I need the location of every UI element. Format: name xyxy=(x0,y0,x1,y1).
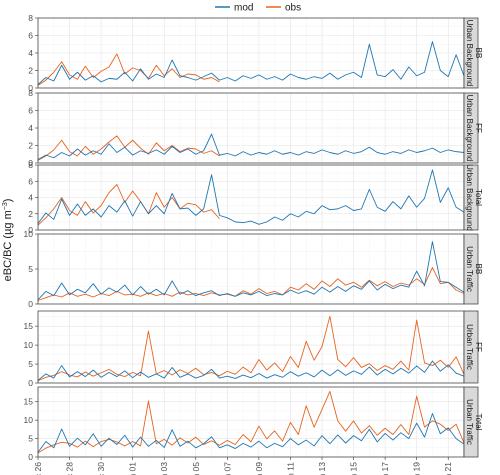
x-tick-label: Jan 21 xyxy=(443,462,453,475)
y-tick-label: 15 xyxy=(24,321,34,331)
series-line-mod xyxy=(37,413,465,453)
y-tick-label: 2 xyxy=(28,209,33,219)
y-tick-label: 0 xyxy=(28,452,33,462)
strip-label-station: Urban Traffic xyxy=(465,246,474,292)
x-tick-label: Jan 05 xyxy=(191,462,201,475)
x-tick-label: Jan 01 xyxy=(128,462,138,475)
y-tick-label: 8 xyxy=(28,13,33,23)
panel-strip xyxy=(463,17,479,89)
y-tick-label: 6 xyxy=(28,176,33,186)
x-tick-label: Jan 17 xyxy=(380,462,390,475)
series-line-obs xyxy=(37,135,220,161)
strip-label-component: Total xyxy=(474,189,483,206)
y-axis-label-superscript: −3 xyxy=(2,202,9,210)
panel-background xyxy=(38,387,464,457)
series-line-mod xyxy=(37,241,465,301)
panel: 0 5 10 15 Urban Traffic FF xyxy=(24,310,483,388)
strip-label-component: FF xyxy=(474,342,483,352)
panel: 0 5 10 Urban Traffic BB xyxy=(24,229,483,309)
strip-label-component: BB xyxy=(474,264,483,275)
y-tick-label: 5 xyxy=(28,434,33,444)
panel-background xyxy=(38,311,464,383)
series-line-obs xyxy=(37,184,220,226)
panel: 0 2 4 6 8 Urban Background Total xyxy=(28,160,483,235)
strip-label-station: Urban Background xyxy=(465,164,474,231)
x-tick-label: Dec 30 xyxy=(96,462,106,475)
strip-label-component: BB xyxy=(474,48,483,59)
y-tick-label: 0 xyxy=(28,83,33,93)
panel-strip xyxy=(463,233,479,305)
panel: 0 2 4 6 8 Urban Background BB xyxy=(28,13,483,93)
x-tick-label: Dec 28 xyxy=(65,462,75,475)
y-axis-label: eBC/BC (µg m−3) xyxy=(2,199,14,282)
legend-label-obs: obs xyxy=(285,3,301,14)
series-line-mod xyxy=(37,41,465,85)
x-tick-label: Jan 09 xyxy=(254,462,264,475)
x-tick-label: Dec 26 xyxy=(33,462,43,475)
y-tick-label: 6 xyxy=(28,31,33,41)
y-tick-label: 10 xyxy=(24,340,34,350)
x-tick-label: Jan 13 xyxy=(317,462,327,475)
y-tick-label: 4 xyxy=(28,123,33,133)
series-line-obs xyxy=(37,267,465,301)
series-line-mod xyxy=(37,169,465,225)
strip-label-component: Total xyxy=(474,414,483,431)
x-axis: Dec 26 Dec 28 Dec 30 Jan 01 Jan 03 Jan 05 Jan … xyxy=(33,457,453,475)
y-tick-label: 0 xyxy=(28,225,33,235)
y-tick-label: 5 xyxy=(28,264,33,274)
panel-strip xyxy=(463,310,479,384)
y-axis-label-close: ) xyxy=(2,199,14,203)
series-line-obs xyxy=(37,315,465,382)
panel: 0 5 10 15 Urban Traffic Total xyxy=(24,386,483,462)
series-line-obs xyxy=(37,53,220,86)
y-tick-label: 2 xyxy=(28,141,33,151)
y-tick-label: 10 xyxy=(24,415,34,425)
x-tick-label: Jan 11 xyxy=(285,462,295,475)
x-tick-label: Jan 15 xyxy=(349,462,359,475)
x-tick-label: Jan 03 xyxy=(159,462,169,475)
x-tick-label: Jan 19 xyxy=(412,462,422,475)
y-tick-label: 5 xyxy=(28,359,33,369)
series-line-mod xyxy=(37,360,465,381)
x-tick-label: Jan 07 xyxy=(222,462,232,475)
strip-label-station: Urban Traffic xyxy=(465,399,474,445)
panel-strip xyxy=(463,386,479,458)
series-line-mod xyxy=(37,133,465,160)
strip-label-station: Urban Background xyxy=(465,20,474,87)
y-tick-label: 0 xyxy=(28,378,33,388)
y-tick-label: 15 xyxy=(24,397,34,407)
y-tick-label: 4 xyxy=(28,48,33,58)
y-tick-label: 6 xyxy=(28,106,33,116)
y-tick-label: 8 xyxy=(28,160,33,170)
legend-label-mod: mod xyxy=(234,3,253,14)
y-tick-label: 4 xyxy=(28,193,33,203)
legend: mod obs xyxy=(215,3,301,14)
panel-strip xyxy=(463,164,479,231)
y-tick-label: 10 xyxy=(24,229,34,239)
y-tick-label: 0 xyxy=(28,158,33,168)
y-axis-label-main: eBC/BC (µg m xyxy=(2,210,14,281)
panel-strip xyxy=(463,92,479,164)
strip-label-component: FF xyxy=(474,123,483,133)
strip-label-station: Urban Background xyxy=(465,95,474,162)
panel: 0 2 4 6 8 Urban Background FF xyxy=(28,88,483,168)
series-line-obs xyxy=(37,390,465,454)
y-tick-label: 2 xyxy=(28,66,33,76)
strip-label-station: Urban Traffic xyxy=(465,324,474,370)
y-tick-label: 8 xyxy=(28,88,33,98)
y-tick-label: 0 xyxy=(28,299,33,309)
